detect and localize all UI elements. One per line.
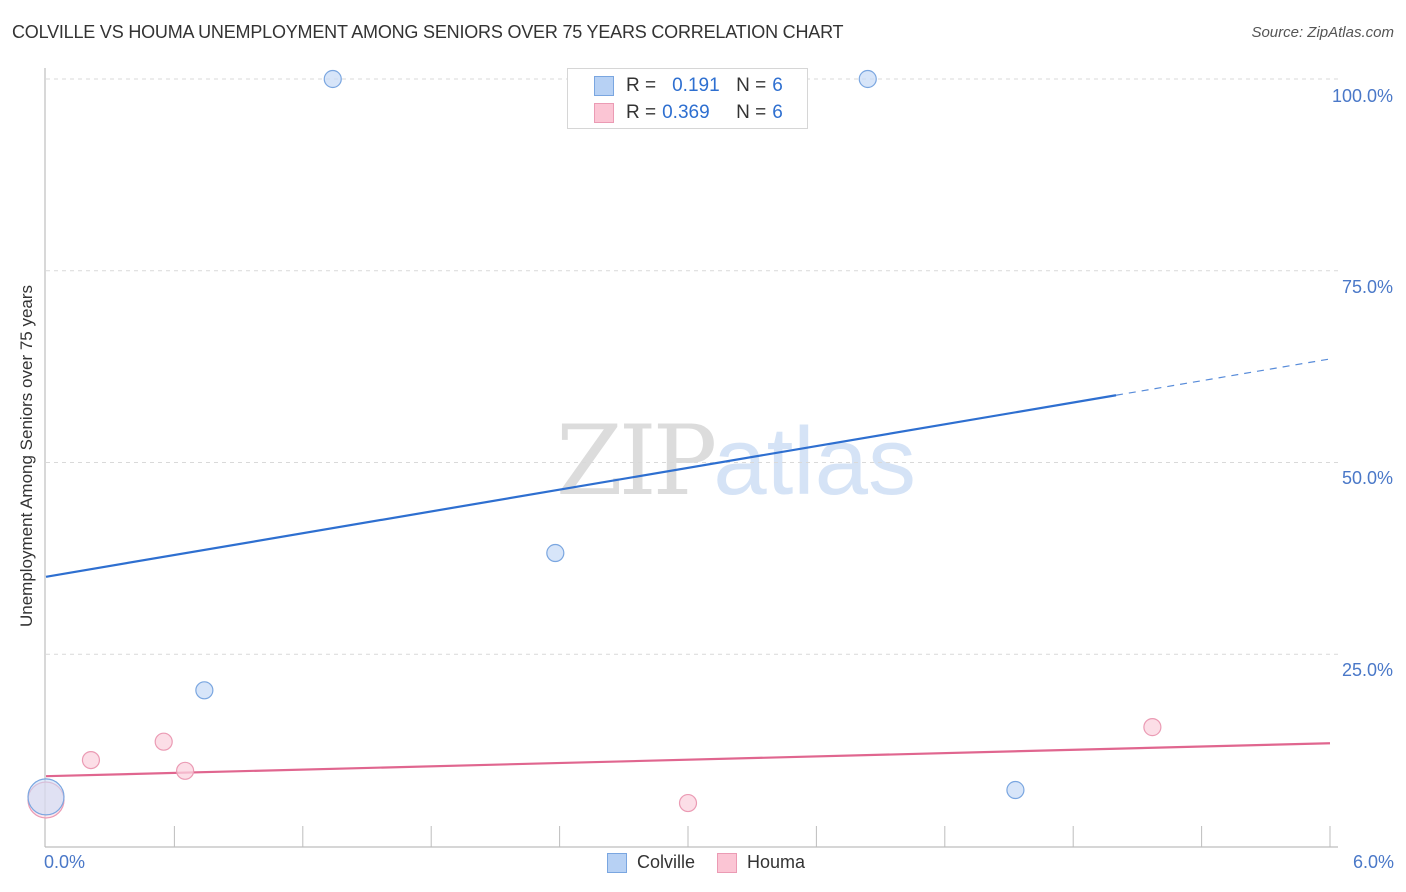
houma-swatch [594, 103, 614, 123]
houma-data-point [81, 750, 101, 770]
colville-trend-line [45, 394, 1117, 578]
correlation-legend: R = 0.191 N = 6 R = 0.369 N = 6 [567, 68, 808, 129]
houma-data-point [678, 793, 698, 813]
trend-lines [45, 358, 1331, 778]
colville-swatch [607, 852, 627, 873]
houma-r-value: 0.369 [662, 102, 710, 123]
data-points [27, 69, 1162, 819]
x-tick-max: 6.0% [1352, 852, 1394, 872]
n-label: N = [736, 75, 767, 96]
legend-row-colville: R = 0.191 N = 6 [594, 74, 783, 98]
y-tick-50: 50.0% [1341, 468, 1393, 488]
houma-data-point [154, 732, 173, 751]
x-tick-min: 0.0% [44, 852, 86, 872]
axes [44, 68, 1338, 848]
colville-label: Colville [637, 852, 696, 872]
colville-swatch [594, 76, 614, 96]
y-tick-75: 75.0% [1341, 277, 1393, 297]
gridlines [46, 78, 1338, 655]
legend-row-houma: R = 0.369 N = 6 [594, 101, 783, 125]
legend-item-colville[interactable]: Colville [607, 852, 695, 873]
houma-trend-line [45, 742, 1331, 778]
houma-label: Houma [747, 852, 806, 872]
source-label: Source: ZipAtlas.com [1251, 24, 1394, 41]
houma-data-point [1143, 718, 1162, 737]
colville-data-point [546, 543, 565, 563]
chart-title: COLVILLE VS HOUMA UNEMPLOYMENT AMONG SEN… [12, 22, 844, 42]
houma-swatch [717, 852, 738, 873]
colville-data-point [323, 69, 342, 89]
y-tick-25: 25.0% [1341, 660, 1393, 680]
colville-data-point [1006, 780, 1025, 800]
houma-n-value: 6 [772, 102, 783, 123]
r-label: R = [626, 102, 657, 123]
series-legend: Colville Houma [607, 852, 827, 873]
colville-data-point [858, 69, 877, 89]
colville-r-value: 0.191 [672, 75, 720, 96]
colville-data-point [27, 778, 65, 816]
r-label: R = [626, 75, 657, 96]
houma-data-point [176, 761, 195, 780]
colville-n-value: 6 [772, 75, 783, 96]
legend-item-houma[interactable]: Houma [717, 852, 805, 873]
colville-data-point [195, 681, 214, 700]
watermark-logo: ZIPatlas [556, 405, 916, 517]
colville-trend-extension [1115, 358, 1331, 396]
y-axis-label: Unemployment Among Seniors over 75 years [17, 284, 36, 628]
n-label: N = [736, 102, 767, 123]
y-tick-100: 100.0% [1331, 86, 1393, 106]
